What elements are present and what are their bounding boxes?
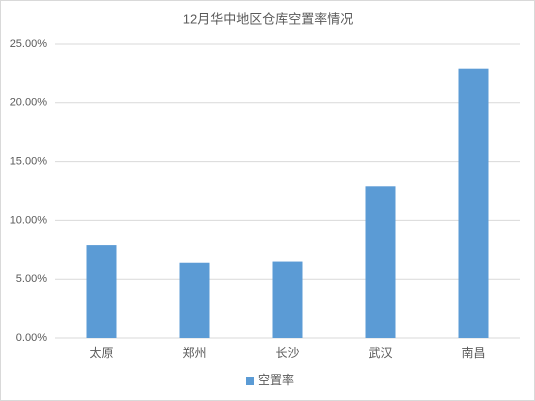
bar xyxy=(365,186,396,338)
legend-label: 空置率 xyxy=(258,372,294,387)
y-tick-label: 5.00% xyxy=(16,273,47,285)
x-tick-label: 武汉 xyxy=(368,346,392,360)
chart-title: 12月华中地区仓库空置率情况 xyxy=(183,11,353,26)
x-tick-label: 长沙 xyxy=(275,346,299,360)
x-tick-label: 南昌 xyxy=(461,345,485,360)
bar xyxy=(86,245,117,338)
y-tick-label: 10.00% xyxy=(10,214,48,226)
y-tick-label: 0.00% xyxy=(16,332,47,344)
bar xyxy=(179,262,210,338)
x-tick-label: 太原 xyxy=(89,345,113,360)
x-tick-label: 郑州 xyxy=(182,345,206,360)
bar xyxy=(272,261,303,338)
bar xyxy=(458,68,489,339)
y-tick-label: 20.00% xyxy=(10,97,48,109)
legend-swatch xyxy=(246,377,254,385)
y-tick-label: 25.00% xyxy=(10,38,48,50)
y-tick-label: 15.00% xyxy=(10,156,48,168)
